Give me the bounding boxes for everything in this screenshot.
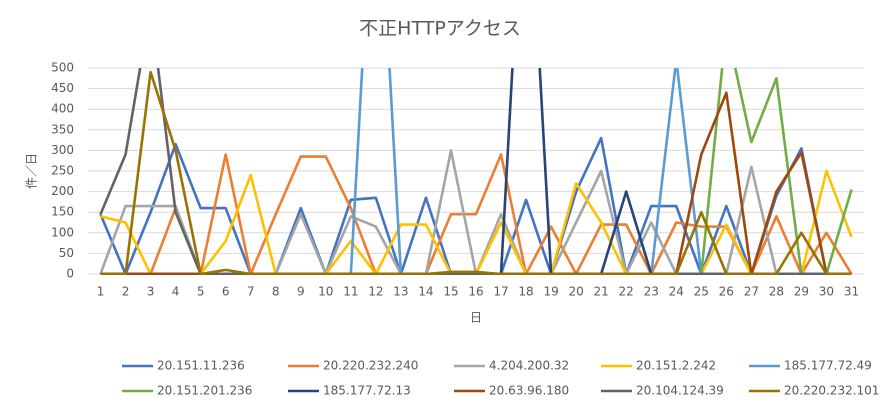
x-tick-label: 27 bbox=[744, 285, 759, 299]
y-tick-label: 0 bbox=[66, 267, 74, 281]
y-tick-label: 100 bbox=[51, 225, 74, 239]
legend-label: 20.151.11.236 bbox=[157, 359, 245, 373]
legend-label: 20.63.96.180 bbox=[489, 384, 569, 398]
x-tick-label: 21 bbox=[594, 285, 609, 299]
x-tick-label: 23 bbox=[644, 285, 659, 299]
x-tick-label: 5 bbox=[197, 285, 205, 299]
y-tick-label: 500 bbox=[51, 61, 74, 75]
x-tick-label: 13 bbox=[393, 285, 408, 299]
x-tick-label: 14 bbox=[418, 285, 433, 299]
x-tick-label: 3 bbox=[147, 285, 155, 299]
legend-label: 4.204.200.32 bbox=[489, 359, 569, 373]
y-tick-label: 450 bbox=[51, 81, 74, 95]
x-axis-label: 日 bbox=[470, 311, 482, 325]
legend-label: 20.220.232.240 bbox=[323, 359, 418, 373]
y-axis-label: 件／日 bbox=[25, 153, 39, 189]
y-tick-label: 400 bbox=[51, 102, 74, 116]
chart-title: 不正HTTPアクセス bbox=[359, 18, 521, 40]
x-tick-label: 30 bbox=[819, 285, 834, 299]
legend-label: 20.151.201.236 bbox=[157, 384, 252, 398]
x-tick-label: 4 bbox=[172, 285, 180, 299]
legend-label: 20.220.232.101 bbox=[784, 384, 879, 398]
x-tick-label: 8 bbox=[272, 285, 280, 299]
x-tick-label: 20 bbox=[568, 285, 583, 299]
y-tick-label: 150 bbox=[51, 205, 74, 219]
x-tick-label: 29 bbox=[794, 285, 809, 299]
x-tick-label: 31 bbox=[844, 285, 859, 299]
x-tick-label: 19 bbox=[543, 285, 558, 299]
legend-label: 20.104.124.39 bbox=[636, 384, 724, 398]
y-tick-label: 300 bbox=[51, 143, 74, 157]
x-tick-label: 25 bbox=[694, 285, 709, 299]
x-tick-label: 2 bbox=[122, 285, 130, 299]
legend-label: 185.177.72.49 bbox=[784, 359, 872, 373]
x-tick-label: 22 bbox=[619, 285, 634, 299]
y-tick-label: 250 bbox=[51, 164, 74, 178]
y-tick-label: 50 bbox=[59, 246, 74, 260]
x-tick-label: 17 bbox=[493, 285, 508, 299]
y-tick-label: 350 bbox=[51, 122, 74, 136]
x-tick-label: 28 bbox=[769, 285, 784, 299]
x-tick-label: 7 bbox=[247, 285, 255, 299]
y-tick-label: 200 bbox=[51, 184, 74, 198]
legend-label: 20.151.2.242 bbox=[636, 359, 716, 373]
x-tick-label: 10 bbox=[318, 285, 333, 299]
series-line bbox=[100, 70, 852, 275]
legend-label: 185.177.72.13 bbox=[323, 384, 411, 398]
x-tick-label: 1 bbox=[97, 285, 105, 299]
x-tick-label: 24 bbox=[669, 285, 684, 299]
x-tick-label: 11 bbox=[343, 285, 358, 299]
x-tick-label: 15 bbox=[443, 285, 458, 299]
x-tick-label: 9 bbox=[297, 285, 305, 299]
x-tick-label: 12 bbox=[368, 285, 383, 299]
x-tick-label: 26 bbox=[719, 285, 734, 299]
x-tick-label: 18 bbox=[518, 285, 533, 299]
x-tick-label: 6 bbox=[222, 285, 230, 299]
x-tick-label: 16 bbox=[468, 285, 483, 299]
